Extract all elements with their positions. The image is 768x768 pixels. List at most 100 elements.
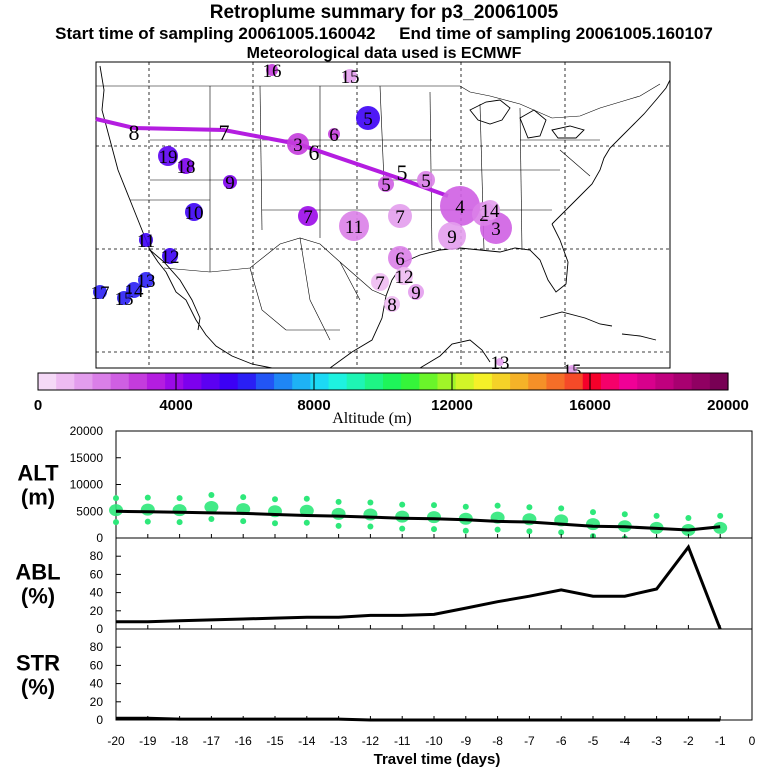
map-frame — [95, 61, 671, 369]
map-point: 3 — [287, 133, 309, 156]
altitude-point-minor — [494, 526, 501, 533]
panel-abl: 0 20 40 60 80 ABL(%) — [15, 537, 753, 636]
map-point: 11 — [339, 211, 369, 241]
altitude-point-minor — [462, 503, 469, 510]
x-tick-label: -8 — [492, 734, 503, 748]
map-point-label: 9 — [225, 173, 235, 194]
map-point: 16 — [263, 61, 282, 82]
map-point: 5 — [378, 175, 394, 196]
altitude-point — [204, 500, 219, 513]
map-point-label: 5 — [421, 171, 431, 192]
colorbar-cell — [637, 373, 656, 390]
colorbar-cell — [201, 373, 221, 390]
y-tick-label: 0 — [96, 713, 103, 727]
altitude-point-minor — [303, 495, 310, 502]
map-point-label: 13 — [491, 353, 510, 374]
colorbar-tick-label: 16000 — [569, 397, 611, 414]
altitude-point-minor — [335, 498, 342, 505]
colorbar-cells — [38, 373, 729, 390]
sampling-start: Start time of sampling 20061005.160042 — [55, 24, 376, 43]
y-tick-label: 40 — [90, 677, 104, 691]
colorbar-cell — [364, 373, 384, 390]
map-point-marker — [287, 133, 309, 155]
trajectory-label: 8 — [129, 120, 140, 145]
colorbar-cell — [56, 373, 75, 390]
y-label-unit: (m) — [21, 485, 55, 510]
map-point-label: 5 — [363, 109, 373, 130]
map-points: 1615536191891075511743214961279811121314… — [91, 61, 582, 382]
altitude-point-minor — [590, 509, 596, 516]
altitude-point-minor — [685, 514, 692, 521]
map-point-marker — [388, 246, 412, 270]
altitude-point-minor — [494, 502, 501, 509]
map-point-marker — [388, 204, 412, 228]
map-point: 4 — [440, 186, 480, 226]
y-label-unit: (%) — [21, 584, 55, 609]
x-tick-label: -1 — [715, 734, 726, 748]
map-point: 15 — [115, 289, 134, 310]
x-tick-label: -19 — [139, 734, 157, 748]
map-point: 11 — [137, 231, 155, 252]
y-label-name: ABL — [15, 560, 60, 585]
colorbar-ticks: 0 4000 8000 12000 16000 20000 — [34, 373, 749, 414]
colorbar-tick-label: 20000 — [707, 397, 749, 414]
y-tick-label: 80 — [90, 549, 104, 563]
altitude-point-minor — [176, 495, 183, 502]
map-point-label: 11 — [345, 217, 363, 238]
map-point: 9 — [223, 173, 237, 194]
map-point-marker — [185, 203, 203, 221]
map-point-label: 7 — [395, 207, 405, 228]
map-point-label: 15 — [115, 289, 134, 310]
x-tick-label: -9 — [460, 734, 471, 748]
x-tick-label: -4 — [619, 734, 630, 748]
x-tick-label: 0 — [749, 734, 756, 748]
y-tick-label: 60 — [90, 658, 104, 672]
map-point-label: 9 — [411, 283, 421, 304]
x-tick-label: -12 — [362, 734, 380, 748]
altitude-point-minor — [240, 518, 247, 525]
colorbar-cell — [38, 373, 57, 390]
colorbar-label: Altitude (m) — [332, 410, 412, 427]
map-point-marker — [139, 233, 153, 247]
colorbar-cell — [691, 373, 711, 390]
altitude-point-minor — [367, 499, 374, 506]
map-point-marker — [178, 158, 194, 174]
x-tick-label: -5 — [588, 734, 599, 748]
colorbar-tick-label: 4000 — [159, 397, 192, 414]
altitude-point — [109, 504, 123, 517]
altitude-point-minor — [367, 523, 374, 530]
x-tick-label: -13 — [330, 734, 348, 748]
colorbar-cell — [346, 373, 366, 390]
map-point-marker — [408, 284, 424, 300]
map-point-marker — [496, 358, 504, 366]
x-tick-label: -15 — [266, 734, 284, 748]
panel-frame — [115, 628, 753, 721]
map-point-label: 3 — [293, 135, 303, 156]
x-tick-label: -14 — [298, 734, 316, 748]
map-point-label: 8 — [387, 295, 397, 316]
colorbar-tick-label: 0 — [34, 397, 42, 414]
altitude-point-minor — [653, 512, 660, 519]
altitude-point-minor — [335, 522, 342, 529]
colorbar-cell — [564, 373, 584, 390]
y-tick-label: 80 — [90, 640, 104, 654]
map-point-label: 12 — [161, 247, 180, 268]
altitude-point-minor — [431, 502, 437, 509]
map-point-label: 19 — [159, 147, 178, 168]
met-data-line: Meteorological data used is ECMWF — [246, 45, 522, 62]
map-point: 6 — [328, 125, 340, 146]
map-point-marker — [356, 106, 380, 130]
map-point: 10 — [185, 203, 204, 224]
colorbar-tick-label: 8000 — [297, 397, 330, 414]
x-tick-label: -6 — [556, 734, 567, 748]
colorbar-cell — [510, 373, 529, 390]
map-point-marker — [395, 267, 413, 285]
map-point-label: 4 — [455, 197, 465, 218]
colorbar-cell — [255, 373, 275, 390]
map-point: 17 — [91, 283, 110, 304]
map-point-label: 12 — [395, 267, 414, 288]
colorbar-cell — [146, 373, 166, 390]
altitude-point-minor — [113, 495, 119, 502]
altitude-point-minor — [272, 520, 278, 527]
